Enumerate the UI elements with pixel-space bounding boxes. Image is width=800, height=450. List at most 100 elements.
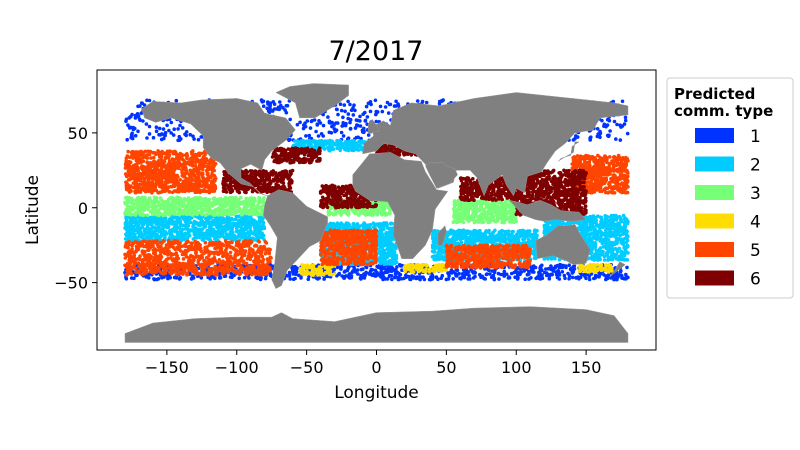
data-point (304, 134, 308, 138)
data-point (473, 274, 477, 279)
data-point (156, 277, 161, 281)
data-point (181, 223, 185, 228)
data-point (572, 264, 577, 268)
data-point (387, 265, 392, 270)
data-point (212, 236, 217, 241)
data-point (342, 103, 347, 107)
data-point (341, 115, 345, 120)
data-point (480, 240, 485, 244)
data-point (199, 217, 203, 221)
data-point (415, 275, 420, 279)
data-point (262, 226, 267, 230)
data-point (188, 220, 193, 225)
data-point (362, 126, 366, 131)
data-point (608, 129, 612, 133)
data-point (500, 229, 505, 233)
data-point (598, 131, 603, 135)
data-point (186, 232, 191, 236)
data-point (400, 263, 404, 268)
data-point (346, 116, 351, 121)
data-point (189, 277, 194, 281)
data-point (143, 227, 148, 231)
data-point (531, 250, 535, 254)
data-point (452, 240, 457, 244)
data-point (349, 108, 354, 112)
data-point (519, 270, 524, 274)
data-point (338, 102, 343, 106)
data-point (266, 109, 271, 113)
data-point (598, 272, 603, 276)
data-point (154, 222, 159, 226)
data-point (335, 223, 339, 227)
data-point (215, 216, 219, 220)
data-point (199, 135, 203, 139)
data-point (215, 225, 219, 230)
data-point (163, 223, 167, 228)
data-point (346, 112, 351, 116)
data-point (595, 134, 600, 139)
data-point (528, 240, 533, 244)
data-point (389, 230, 393, 234)
data-point (315, 123, 320, 127)
data-point (146, 229, 150, 234)
data-point (161, 127, 166, 131)
data-point (567, 263, 571, 268)
data-point (184, 130, 189, 134)
data-point (225, 227, 229, 232)
data-point (247, 217, 251, 222)
data-point (346, 99, 350, 104)
data-point (393, 104, 398, 108)
data-point (614, 274, 619, 279)
data-point (394, 99, 398, 104)
data-point (624, 274, 629, 279)
data-point (124, 227, 129, 231)
data-point (243, 215, 247, 219)
chart-title: 7/2017 (329, 36, 424, 67)
data-point (145, 220, 149, 225)
data-point (511, 229, 515, 234)
data-point (479, 236, 484, 241)
data-point (363, 273, 368, 278)
data-point (359, 277, 363, 281)
data-point (573, 136, 577, 141)
data-point (567, 276, 571, 281)
data-point (595, 127, 600, 131)
data-point (453, 235, 458, 239)
data-point (128, 226, 132, 230)
data-point (161, 231, 165, 235)
data-point (566, 271, 570, 276)
data-point (159, 137, 164, 142)
data-point (234, 229, 239, 234)
data-point (132, 235, 136, 239)
data-point (339, 108, 344, 113)
data-point (447, 272, 451, 276)
data-point (272, 102, 277, 106)
data-point (484, 272, 489, 277)
data-point (379, 251, 383, 255)
data-point (395, 265, 399, 269)
data-point (168, 275, 172, 280)
data-point (456, 231, 461, 236)
data-point (442, 257, 446, 262)
data-point (240, 218, 244, 223)
data-point (138, 233, 143, 238)
data-point (192, 137, 196, 141)
data-point (242, 231, 247, 236)
data-point (397, 271, 401, 276)
data-point (558, 262, 562, 267)
data-point (130, 131, 134, 136)
data-point (381, 266, 386, 271)
data-point (487, 268, 491, 273)
data-point (321, 123, 326, 128)
data-point (390, 236, 394, 241)
data-point (217, 235, 222, 239)
data-point (464, 239, 469, 243)
data-point (530, 270, 534, 274)
data-point (335, 265, 340, 270)
data-point (491, 230, 496, 235)
data-point (620, 99, 625, 104)
data-point (537, 276, 541, 281)
data-point (337, 271, 342, 276)
data-point (557, 273, 562, 277)
data-point (363, 118, 368, 123)
